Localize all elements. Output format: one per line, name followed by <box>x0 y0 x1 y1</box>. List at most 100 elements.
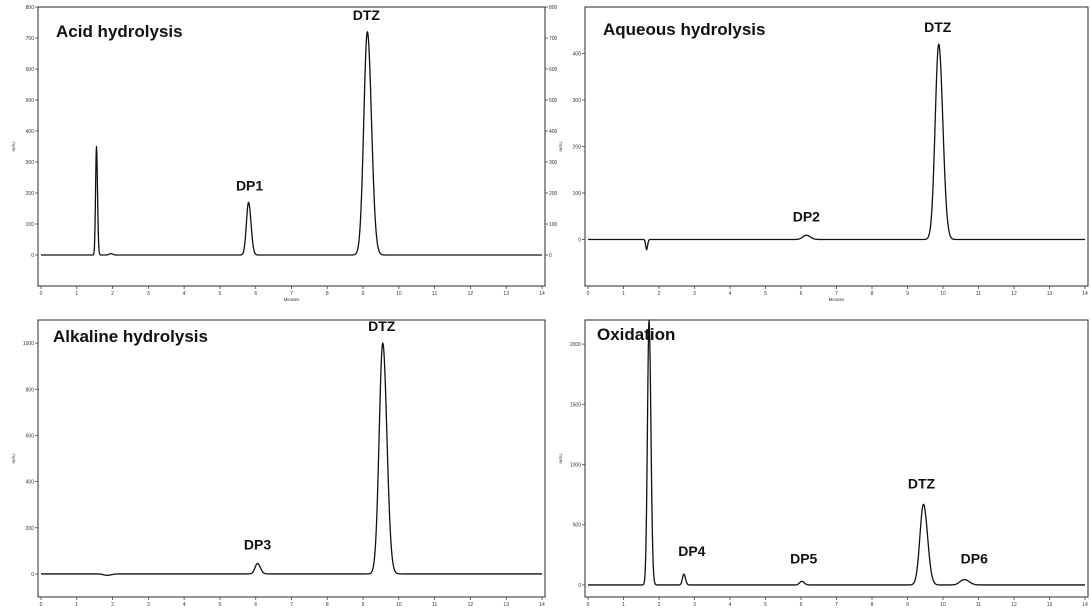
x-tick-label: 6 <box>254 291 257 297</box>
x-tick-label: 0 <box>40 291 43 297</box>
y-tick-label: 700 <box>26 36 35 42</box>
y-axis-label: mAU <box>11 142 16 152</box>
y-tick-label: 0 <box>31 253 34 259</box>
y-tick-label: 800 <box>26 387 35 393</box>
x-tick-label: 0 <box>587 291 590 297</box>
x-tick-label: 7 <box>290 291 293 297</box>
x-tick-label: 0 <box>587 602 590 607</box>
x-tick-label: 9 <box>906 602 909 607</box>
x-tick-label: 1 <box>622 291 625 297</box>
x-tick-label: 6 <box>800 291 803 297</box>
panel-title: Oxidation <box>597 325 675 344</box>
x-tick-label: 10 <box>396 291 402 297</box>
peak-label-dp5: DP5 <box>790 550 817 566</box>
x-tick-label: 11 <box>432 291 437 297</box>
x-tick-label: 13 <box>503 602 509 607</box>
peak-label-dp3: DP3 <box>244 537 271 553</box>
x-tick-label: 1 <box>75 291 78 297</box>
chromatogram-trace <box>587 43 1086 251</box>
x-tick-label: 0 <box>40 602 43 607</box>
peak-label-dp2: DP2 <box>793 208 820 224</box>
peak-label-dtz: DTZ <box>353 7 381 23</box>
x-tick-label: 7 <box>835 291 838 297</box>
x-tick-label: 7 <box>835 602 838 607</box>
x-tick-label: 11 <box>976 291 981 297</box>
x-tick-label: 12 <box>1011 602 1017 607</box>
x-tick-label: 6 <box>800 602 803 607</box>
x-tick-label: 8 <box>871 291 874 297</box>
right-y-tick-label: 400 <box>549 129 558 135</box>
x-tick-label: 10 <box>940 291 946 297</box>
y-tick-label: 400 <box>26 129 35 135</box>
x-tick-label: 5 <box>764 291 767 297</box>
x-tick-label: 13 <box>1047 291 1053 297</box>
x-tick-label: 14 <box>539 602 545 607</box>
y-tick-label: 300 <box>26 160 35 166</box>
panel-title: Acid hydrolysis <box>56 22 183 41</box>
y-tick-label: 400 <box>26 480 35 486</box>
x-tick-label: 3 <box>147 602 150 607</box>
y-tick-label: 100 <box>573 191 582 197</box>
x-tick-label: 8 <box>326 291 329 297</box>
x-tick-label: 7 <box>290 602 293 607</box>
right-y-tick-label: 100 <box>549 222 558 228</box>
y-tick-label: 600 <box>26 67 35 73</box>
x-tick-label: 14 <box>1082 602 1088 607</box>
x-tick-label: 10 <box>940 602 946 607</box>
y-tick-label: 0 <box>578 583 581 589</box>
y-tick-label: 200 <box>26 526 35 532</box>
x-tick-label: 5 <box>764 602 767 607</box>
x-tick-label: 1 <box>622 602 625 607</box>
plot-frame <box>584 319 1089 598</box>
x-tick-label: 3 <box>693 291 696 297</box>
x-tick-label: 8 <box>871 602 874 607</box>
panel-alkaline-hydrolysis: 0123456789101112131402004006008001000Min… <box>11 318 546 612</box>
panel-oxidation: 012345678910111213140500100015002000Minu… <box>558 319 1089 612</box>
x-tick-label: 3 <box>693 602 696 607</box>
x-tick-label: 4 <box>729 602 732 607</box>
right-y-tick-label: 700 <box>549 36 558 42</box>
plot-frame <box>37 6 546 287</box>
panel-aqueous-hydrolysis: 0 1 2 3 4 5 6 7 8 9 10 11 12 13 140100200300400Minutes… <box>558 6 1089 302</box>
x-tick-label: 6 <box>254 602 257 607</box>
x-tick-label: 12 <box>468 602 474 607</box>
x-tick-label: 11 <box>976 602 981 607</box>
x-tick-label: 2 <box>111 291 114 297</box>
x-tick-label: 9 <box>362 291 365 297</box>
panel-acid-hydrolysis: 0 1 2 3 4 5 6 7 8 9 10 11 12 13 1401002003004005006007… <box>11 5 558 302</box>
right-y-tick-label: 200 <box>549 191 558 197</box>
x-tick-label: 4 <box>183 602 186 607</box>
peak-label-dp1: DP1 <box>236 177 263 193</box>
right-y-tick-label: 300 <box>549 160 558 166</box>
peak-label-dtz: DTZ <box>368 318 396 334</box>
right-y-tick-label: 500 <box>549 98 558 104</box>
y-tick-label: 400 <box>573 52 582 58</box>
y-axis-label: mAU <box>558 142 563 152</box>
x-tick-label: 11 <box>432 602 437 607</box>
y-tick-label: 200 <box>573 145 582 151</box>
plot-frame <box>584 6 1089 287</box>
y-tick-label: 500 <box>26 98 35 104</box>
x-tick-label: 14 <box>539 291 545 297</box>
chromatogram-trace <box>40 31 543 256</box>
right-y-tick-label: 0 <box>549 253 552 259</box>
y-tick-label: 200 <box>26 191 35 197</box>
y-tick-label: 300 <box>573 98 582 104</box>
peak-label-dtz: DTZ <box>908 475 936 491</box>
x-tick-label: 9 <box>906 291 909 297</box>
panel-title: Alkaline hydrolysis <box>53 327 208 346</box>
y-tick-label: 0 <box>31 572 34 578</box>
x-axis-label: Minutes <box>284 297 301 302</box>
x-tick-label: 13 <box>503 291 509 297</box>
x-tick-label: 2 <box>111 602 114 607</box>
panel-title: Aqueous hydrolysis <box>603 20 765 39</box>
right-y-tick-label: 600 <box>549 67 558 73</box>
x-tick-label: 2 <box>658 602 661 607</box>
x-tick-label: 10 <box>396 602 402 607</box>
chromatogram-trace <box>587 319 1086 586</box>
right-y-tick-label: 800 <box>549 5 558 11</box>
x-tick-label: 4 <box>183 291 186 297</box>
y-axis-label: mAU <box>11 454 16 464</box>
